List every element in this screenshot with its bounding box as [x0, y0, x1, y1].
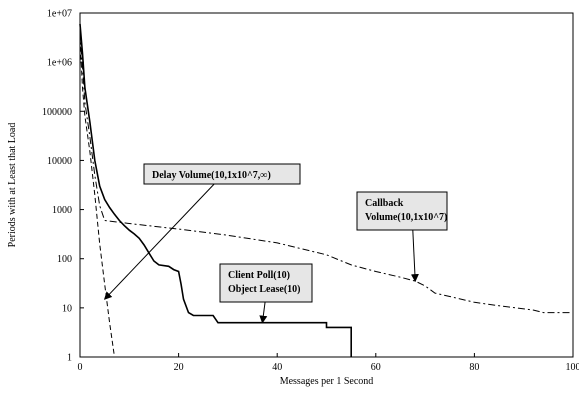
x-tick-label: 0: [78, 362, 83, 373]
annotation-label: Delay Volume(10,1x10^7,∞): [152, 170, 271, 181]
annotation-arrow: [103, 183, 215, 300]
annotation-callback-volume: Callback Volume(10,1x10^7): [356, 191, 448, 283]
annotation-label: Callback: [365, 198, 404, 209]
annotations: Delay Volume(10,1x10^7,∞) Callback Volume(…: [103, 163, 448, 324]
plot-frame: [79, 12, 574, 358]
x-tick-label: 100: [566, 362, 579, 373]
series-line-2: [79, 32, 573, 314]
series-line-3: [79, 38, 115, 358]
annotation-label: Object Lease(10): [228, 284, 300, 295]
annotation-arrow: [410, 229, 419, 283]
y-tick-label: 100000: [42, 107, 72, 118]
series-layer: [79, 23, 573, 358]
y-tick-label: 1e+06: [47, 58, 72, 69]
annotation-box: [356, 191, 448, 231]
y-tick-label: 1: [67, 353, 72, 364]
annotation-box: [219, 263, 313, 303]
series-line-1: [79, 23, 352, 357]
y-axis-title: Periods with at Least that Load: [7, 123, 18, 248]
y-tick-label: 100: [57, 254, 72, 265]
annotation-delay-volume: Delay Volume(10,1x10^7,∞): [103, 163, 301, 300]
x-axis-title: Messages per 1 Second: [280, 376, 374, 387]
y-tick-label: 10: [62, 303, 72, 314]
x-tick-label: 60: [371, 362, 381, 373]
y-tick-label: 1e+07: [47, 9, 72, 20]
annotation-arrow: [259, 301, 268, 324]
x-tick-label: 80: [469, 362, 479, 373]
annotation-label: Client Poll(10): [228, 270, 290, 281]
annotation-box: [143, 163, 301, 185]
y-tick-label: 1000: [52, 205, 72, 216]
annotation-client-poll: Client Poll(10) Object Lease(10): [219, 263, 313, 324]
x-tick-label: 20: [174, 362, 184, 373]
x-tick-label: 40: [272, 362, 282, 373]
annotation-label: Volume(10,1x10^7): [365, 212, 447, 223]
axes: 0 20 40 60 80 100 1 10 100 1000 10000 100000 1e+06 1e…: [42, 9, 579, 374]
y-tick-label: 10000: [47, 156, 72, 167]
